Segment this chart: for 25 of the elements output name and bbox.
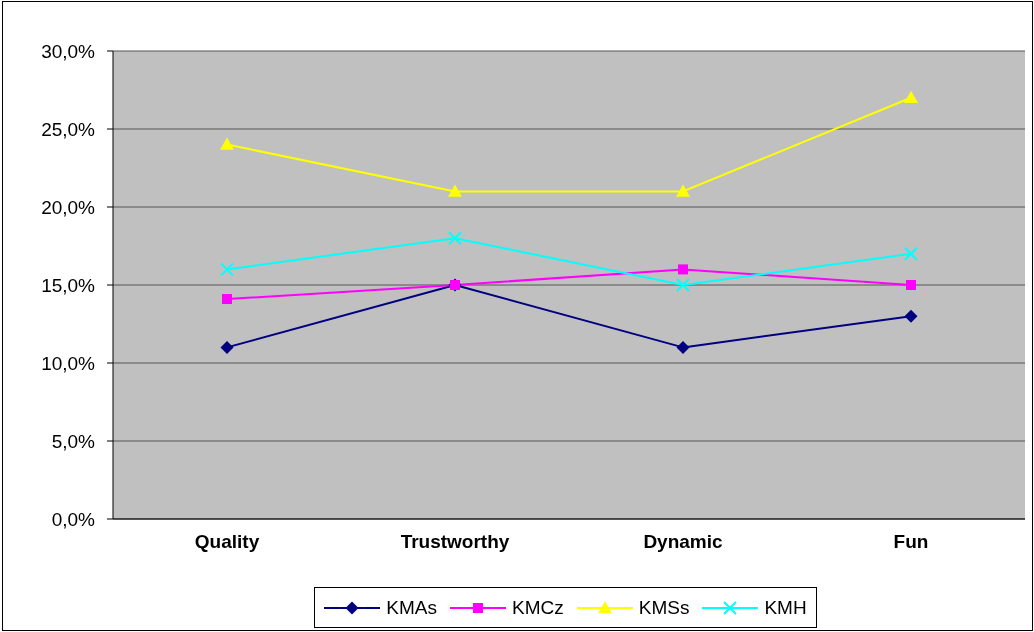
point xyxy=(904,90,918,104)
legend-label: KMAs xyxy=(386,596,438,619)
point xyxy=(904,309,918,323)
x-tick-label: Dynamic xyxy=(643,531,724,553)
point xyxy=(676,184,690,197)
x-tick-label: Trustworthy xyxy=(400,531,510,553)
x-tick-label: Fun xyxy=(893,531,929,553)
y-tick-label: 15,0% xyxy=(41,274,96,296)
point xyxy=(220,340,234,354)
point xyxy=(678,264,688,275)
y-tick-label: 25,0% xyxy=(41,118,96,140)
point xyxy=(906,280,916,290)
point xyxy=(222,294,232,305)
y-tick-label: 5,0% xyxy=(51,430,96,452)
y-tick-label: 20,0% xyxy=(41,196,96,218)
y-tick-label: 0,0% xyxy=(51,508,96,530)
x-tick-label: Quality xyxy=(194,531,260,553)
legend-label: KMSs xyxy=(638,596,690,619)
point xyxy=(220,137,234,150)
point xyxy=(676,340,690,354)
y-tick-label: 10,0% xyxy=(41,352,96,374)
legend-label: KMCz xyxy=(512,596,564,619)
point xyxy=(448,184,462,197)
y-tick-label: 30,0% xyxy=(41,40,96,62)
legend-label: KMH xyxy=(764,596,807,619)
